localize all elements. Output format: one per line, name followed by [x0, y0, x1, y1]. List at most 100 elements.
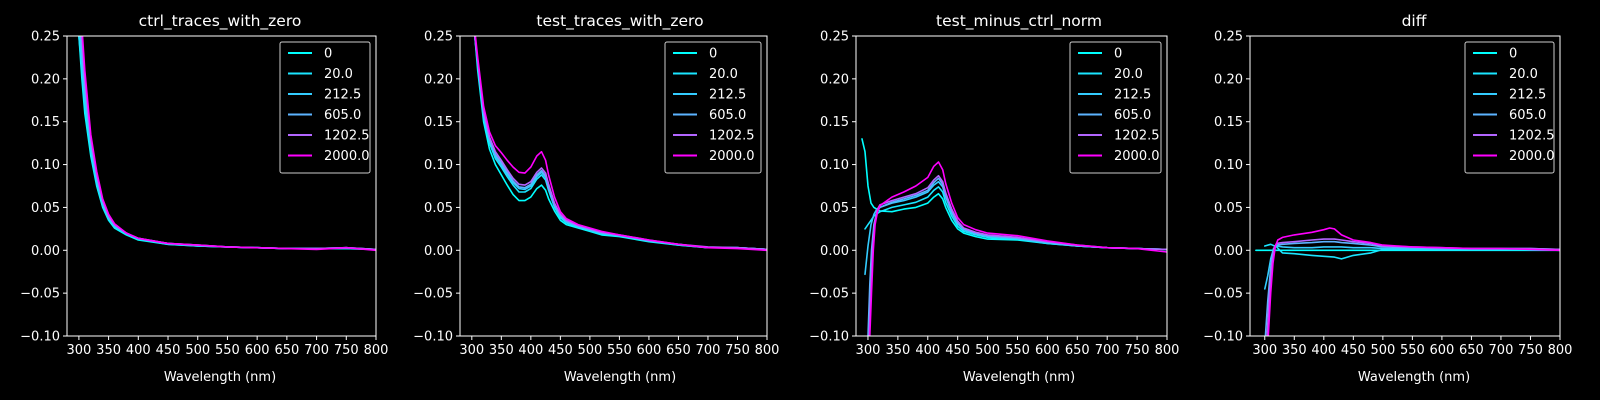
panel-1-xtick-label: 800 [364, 343, 389, 358]
panel-3-legend-label-2: 212.5 [1114, 88, 1151, 103]
panel-3-legend-label-1: 20.0 [1114, 67, 1143, 82]
panel-3-ytick-label: 0.05 [820, 201, 849, 216]
panel-2-ytick-label: 0.20 [424, 72, 453, 87]
panel-2-xtick-label: 300 [459, 343, 484, 358]
panel-2-ytick-label: 0.10 [424, 158, 453, 173]
panel-4-ytick-label: −0.10 [1203, 330, 1243, 345]
panel-4-ytick-label: 0.05 [1214, 201, 1243, 216]
panel-4-xtick-label: 750 [1518, 343, 1543, 358]
panel-2-series-line-0 [473, 36, 767, 251]
panel-4-xtick-label: 300 [1252, 343, 1277, 358]
panel-4-xtick-label: 600 [1429, 343, 1454, 358]
panel-1-xtick-label: 650 [274, 343, 299, 358]
panel-1-ytick-label: 0.15 [31, 115, 60, 130]
panel-1-ytick-label: 0.10 [31, 158, 60, 173]
panel-4-xtick-label: 700 [1489, 343, 1514, 358]
panel-4-legend-label-0: 0 [1509, 47, 1517, 62]
panel-3-legend-label-5: 2000.0 [1114, 149, 1160, 164]
panel-4-xtick-label: 350 [1282, 343, 1307, 358]
panel-1-legend-label-3: 605.0 [324, 108, 361, 123]
panel-2-plot-area [473, 36, 767, 252]
panel-1: ctrl_traces_with_zero Wavelength (nm) −0… [20, 12, 388, 385]
panel-1-xtick-label: 700 [304, 343, 329, 358]
panel-4-legend-label-3: 605.0 [1509, 108, 1546, 123]
panel-3-legend-label-3: 605.0 [1114, 108, 1151, 123]
panel-3-xtick-label: 650 [1065, 343, 1090, 358]
panel-3-legend-box [1069, 41, 1162, 174]
panel-4-ytick-label: 0.25 [1214, 30, 1243, 45]
panel-3-ytick-label: 0.20 [820, 72, 849, 87]
panel-1-legend-label-4: 1202.5 [324, 129, 370, 144]
panel-3-ytick-label: −0.10 [809, 330, 849, 345]
panel-1-axes-frame [66, 35, 377, 337]
panel-2-legend-label-5: 2000.0 [709, 149, 755, 164]
panel-1-ytick-label: 0.05 [31, 201, 60, 216]
panel-2-xtick-label: 600 [637, 343, 662, 358]
panel-2-legend-label-1: 20.0 [709, 67, 738, 82]
panel-3-xtick-label: 600 [1035, 343, 1060, 358]
panel-1-series-line-5 [81, 36, 376, 252]
panel-4-legend-label-4: 1202.5 [1509, 129, 1555, 144]
panel-3-ytick-label: 0.10 [820, 158, 849, 173]
panel-3-xtick-label: 500 [975, 343, 1000, 358]
panel-3-xtick-label: 350 [885, 343, 910, 358]
panel-3-xtick-label: 550 [1005, 343, 1030, 358]
panel-2-ytick-label: −0.05 [413, 287, 453, 302]
panel-1-ytick-label: 0.00 [31, 244, 60, 259]
panel-1-title: ctrl_traces_with_zero [139, 12, 302, 31]
panel-4-xtick-label: 550 [1400, 343, 1425, 358]
panel-2-xtick-label: 650 [666, 343, 691, 358]
panel-4-legend-box [1464, 41, 1555, 174]
panel-1-ytick-label: −0.05 [20, 287, 60, 302]
panel-1-xtick-label: 750 [334, 343, 359, 358]
panel-2-ytick-label: 0.05 [424, 201, 453, 216]
panel-2-xlabel: Wavelength (nm) [564, 370, 676, 385]
panel-4-ytick-label: 0.15 [1214, 115, 1243, 130]
panel-1-legend-box [279, 41, 371, 174]
panel-3-series-line-5 [868, 161, 1167, 336]
panel-2: test_traces_with_zero Wavelength (nm) −0… [413, 12, 779, 385]
panel-2-series-line-5 [474, 36, 767, 252]
panel-1-xtick-label: 300 [66, 343, 91, 358]
panel-3-legend: 0 20.0 212.5 605.0 1202.5 2000.0 [1069, 41, 1162, 174]
panel-1-plot-area [78, 36, 376, 252]
panel-4-legend: 0 20.0 212.5 605.0 1202.5 2000.0 [1464, 41, 1555, 174]
panel-4-ytick-label: 0.10 [1214, 158, 1243, 173]
panel-2-xtick-label: 450 [548, 343, 573, 358]
panel-1-xtick-label: 450 [156, 343, 181, 358]
panel-4-xtick-label: 450 [1341, 343, 1366, 358]
panel-2-xtick-label: 350 [489, 343, 514, 358]
panel-2-xtick-label: 400 [518, 343, 543, 358]
panel-1-xtick-label: 400 [126, 343, 151, 358]
panel-4-ytick-label: −0.05 [1203, 287, 1243, 302]
panel-3-axes-frame [855, 35, 1168, 337]
panel-1-ytick-label: 0.25 [31, 30, 60, 45]
panel-3: test_minus_ctrl_norm Wavelength (nm) −0.… [809, 12, 1179, 385]
panel-3-xtick-label: 700 [1095, 343, 1120, 358]
panel-1-legend-label-1: 20.0 [324, 67, 353, 82]
panel-2-ytick-label: 0.25 [424, 30, 453, 45]
panel-1-xtick-label: 600 [245, 343, 270, 358]
panel-2-legend-label-3: 605.0 [709, 108, 746, 123]
panel-4-xtick-label: 500 [1370, 343, 1395, 358]
panel-4-series-line-5 [1267, 227, 1560, 336]
panel-2-xtick-label: 700 [696, 343, 721, 358]
panel-2-ytick-label: −0.10 [413, 330, 453, 345]
panel-2-ytick-label: 0.00 [424, 244, 453, 259]
panel-4-legend-label-5: 2000.0 [1509, 149, 1555, 164]
panel-1-legend: 0 20.0 212.5 605.0 1202.5 2000.0 [279, 41, 371, 174]
panel-1-legend-label-5: 2000.0 [324, 149, 370, 164]
panel-3-xtick-label: 300 [856, 343, 881, 358]
panel-3-xtick-label: 450 [945, 343, 970, 358]
panel-2-xtick-label: 550 [607, 343, 632, 358]
panel-3-legend-label-0: 0 [1114, 47, 1122, 62]
panel-1-legend-label-2: 212.5 [324, 88, 361, 103]
panel-3-legend-label-4: 1202.5 [1114, 129, 1160, 144]
panel-4-legend-label-2: 212.5 [1509, 88, 1546, 103]
panel-3-title: test_minus_ctrl_norm [936, 12, 1102, 31]
panel-4-legend-label-1: 20.0 [1509, 67, 1538, 82]
panel-1-xlabel: Wavelength (nm) [164, 370, 276, 385]
panel-2-title: test_traces_with_zero [536, 12, 703, 31]
panel-4-xtick-label: 800 [1548, 343, 1573, 358]
